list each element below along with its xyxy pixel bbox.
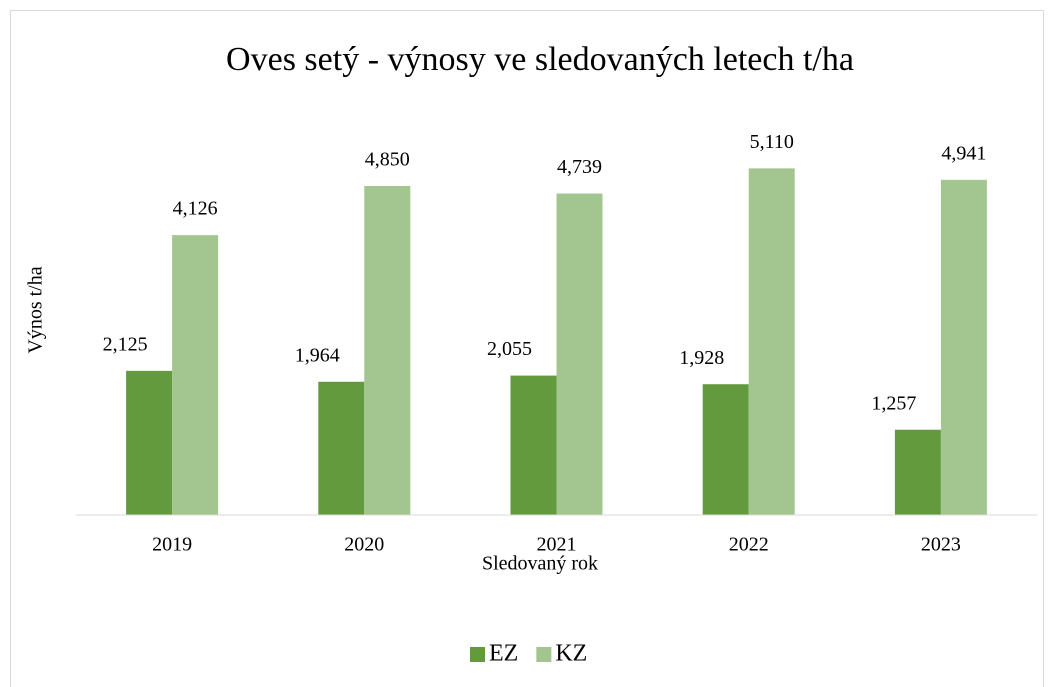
x-tick-label: 2022: [729, 534, 769, 556]
bar: [364, 186, 411, 515]
value-label: 1,257: [871, 392, 916, 414]
bar: [894, 429, 941, 515]
bar: [318, 381, 365, 515]
legend-swatch: [470, 647, 485, 662]
value-label: 4,126: [173, 198, 218, 220]
bar: [556, 193, 603, 515]
chart-title: Oves setý - výnosy ve sledovaných letech…: [226, 41, 854, 78]
bar: [748, 168, 795, 515]
value-label: 5,110: [750, 131, 794, 153]
bar: [702, 384, 749, 515]
bar: [172, 235, 219, 515]
value-label: 4,850: [365, 149, 410, 171]
y-axis-label: Výnos t/ha: [25, 266, 47, 353]
legend-swatch: [536, 647, 552, 662]
x-axis-label: Sledovaný rok: [482, 553, 598, 575]
x-tick-label: 2019: [152, 534, 192, 556]
x-tick-label: 2020: [344, 534, 384, 556]
x-tick-label: 2023: [921, 534, 961, 556]
value-label: 4,941: [941, 142, 986, 164]
value-label: 2,055: [487, 338, 532, 360]
value-label: 4,739: [557, 156, 602, 178]
chart-frame: [10, 10, 1044, 687]
value-label: 1,928: [679, 347, 724, 369]
legend-label: KZ: [555, 641, 587, 667]
legend-label: EZ: [489, 641, 518, 667]
bar: [510, 375, 557, 515]
value-label: 1,964: [295, 344, 340, 366]
bar: [940, 179, 987, 515]
value-label: 2,125: [103, 333, 148, 355]
x-tick-label: 2021: [537, 534, 577, 556]
bar: [126, 370, 173, 515]
